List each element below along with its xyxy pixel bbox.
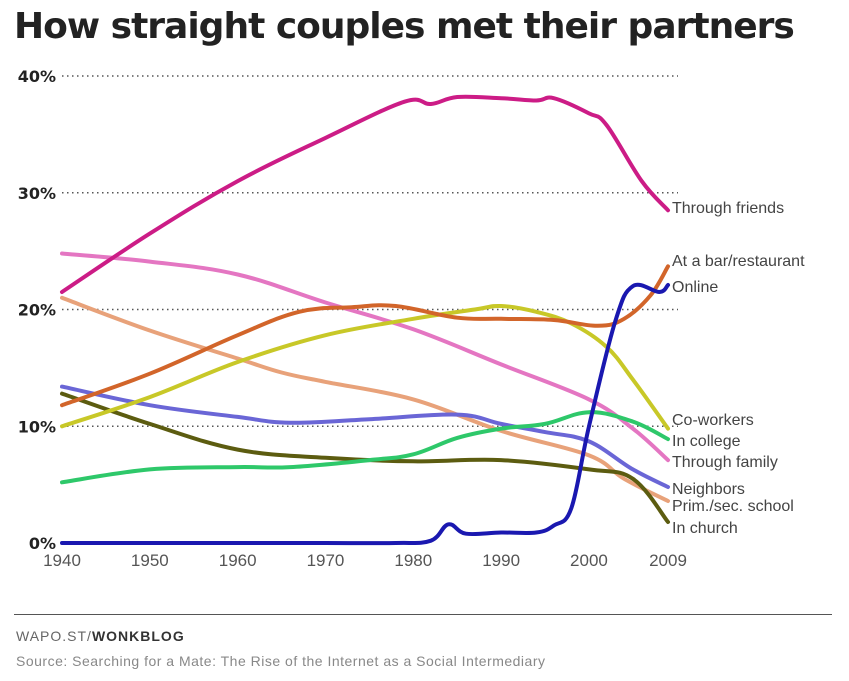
credit-brand: WONKBLOG: [91, 628, 185, 644]
x-axis-ticks: 1940 1950 1960 1970 1980 1990 2000 2009: [43, 551, 687, 570]
line-chart: 0% 10% 20% 30% 40% 1940 1950 1960 1970 1980 1990 2…: [18, 67, 805, 570]
series-label-through-friends: Through friends: [672, 200, 784, 217]
y-tick-label: 0%: [29, 534, 56, 553]
footer-divider: [14, 614, 832, 615]
x-tick-label: 1980: [394, 551, 432, 570]
series-line-neighbors: [60, 384, 670, 489]
x-tick-label: 1940: [43, 551, 81, 570]
series-line-in-church: [60, 391, 670, 524]
series-line-prim-sec-school: [60, 295, 670, 503]
series-label-online: Online: [672, 279, 718, 296]
series-label-at-a-bar-restaurant: At a bar/restaurant: [672, 253, 805, 270]
credit-prefix: WAPO.ST/: [16, 628, 92, 644]
x-tick-label: 2009: [649, 551, 687, 570]
y-tick-label: 30%: [18, 184, 56, 203]
y-tick-label: 40%: [18, 67, 56, 86]
series-lines: [60, 94, 670, 546]
series-line-through-friends: [60, 94, 670, 294]
series-label-through-family: Through family: [672, 454, 778, 471]
y-axis-ticks: 0% 10% 20% 30% 40%: [18, 67, 56, 553]
series-label-neighbors: Neighbors: [672, 481, 745, 498]
series-labels: Through friends At a bar/restaurant Online…: [672, 200, 805, 537]
series-label-in-church: In church: [672, 520, 738, 537]
x-tick-label: 1950: [131, 551, 169, 570]
chart-title: How straight couples met their partners: [14, 6, 795, 47]
y-tick-label: 10%: [18, 417, 56, 436]
x-tick-label: 1970: [307, 551, 345, 570]
source-note: Source: Searching for a Mate: The Rise o…: [16, 653, 546, 669]
series-line-at-a-bar-restaurant: [60, 264, 670, 408]
series-label-prim-sec-school: Prim./sec. school: [672, 498, 794, 515]
series-line-through-family: [60, 251, 670, 463]
x-tick-label: 1990: [482, 551, 520, 570]
series-line-in-college: [60, 410, 670, 485]
credit-line: WAPO.ST/WONKBLOG: [16, 628, 185, 644]
x-tick-label: 1960: [219, 551, 257, 570]
series-label-in-college: In college: [672, 433, 741, 450]
y-tick-label: 20%: [18, 301, 56, 320]
x-tick-label: 2000: [570, 551, 608, 570]
series-line-online: [60, 282, 670, 546]
series-label-co-workers: Co-workers: [672, 412, 754, 429]
